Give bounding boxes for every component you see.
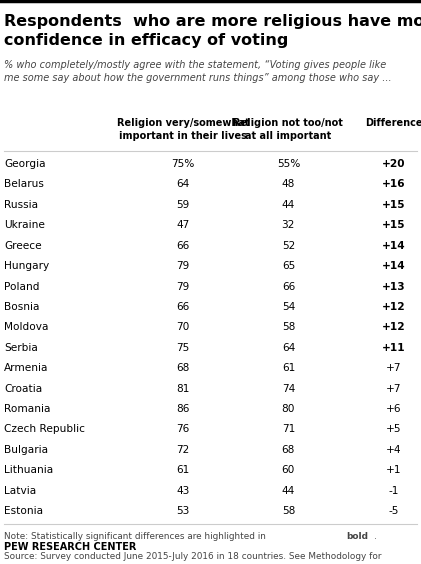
Text: +15: +15 <box>382 221 405 230</box>
Text: Croatia: Croatia <box>4 384 43 394</box>
Text: 76: 76 <box>176 425 190 434</box>
Text: Bulgaria: Bulgaria <box>4 445 48 455</box>
Text: 71: 71 <box>282 425 295 434</box>
Text: +12: +12 <box>382 323 405 332</box>
Text: Ukraine: Ukraine <box>4 221 45 230</box>
Text: 66: 66 <box>176 241 190 251</box>
Text: 53: 53 <box>176 506 190 516</box>
Text: PEW RESEARCH CENTER: PEW RESEARCH CENTER <box>4 541 136 552</box>
Text: +13: +13 <box>382 281 405 292</box>
Text: Serbia: Serbia <box>4 343 38 353</box>
Text: 58: 58 <box>282 506 295 516</box>
Text: +15: +15 <box>382 200 405 210</box>
Text: 44: 44 <box>282 200 295 210</box>
Text: 70: 70 <box>176 323 190 332</box>
Text: +6: +6 <box>386 404 401 414</box>
Text: Bosnia: Bosnia <box>4 302 40 312</box>
Text: Religion not too/not
at all important: Religion not too/not at all important <box>234 118 343 141</box>
Text: Respondents  who are more religious have more
confidence in efficacy of voting: Respondents who are more religious have … <box>4 14 421 48</box>
Text: 52: 52 <box>282 241 295 251</box>
Text: Romania: Romania <box>4 404 51 414</box>
Text: Georgia: Georgia <box>4 159 46 169</box>
Text: Belarus: Belarus <box>4 179 44 190</box>
Text: 43: 43 <box>176 486 190 496</box>
Text: -5: -5 <box>389 506 399 516</box>
Text: 61: 61 <box>282 363 295 373</box>
Text: Latvia: Latvia <box>4 486 37 496</box>
Text: 59: 59 <box>176 200 190 210</box>
Text: 44: 44 <box>282 486 295 496</box>
Text: % who completely/mostly agree with the statement, “Voting gives people like
me s: % who completely/mostly agree with the s… <box>4 60 392 83</box>
Text: Source: Survey conducted June 2015-July 2016 in 18 countries. See Methodology fo: Source: Survey conducted June 2015-July … <box>4 552 382 561</box>
Text: bold: bold <box>346 532 368 541</box>
Text: 61: 61 <box>176 465 190 475</box>
Text: Estonia: Estonia <box>4 506 43 516</box>
Text: +5: +5 <box>386 425 401 434</box>
Text: 75%: 75% <box>171 159 195 169</box>
Text: Czech Republic: Czech Republic <box>4 425 85 434</box>
Text: +14: +14 <box>382 241 405 251</box>
Text: Note: Statistically significant differences are highlighted in: Note: Statistically significant differen… <box>4 532 269 541</box>
Text: Lithuania: Lithuania <box>4 465 53 475</box>
Text: +20: +20 <box>382 159 405 169</box>
Text: +11: +11 <box>382 343 405 353</box>
Text: 64: 64 <box>282 343 295 353</box>
Text: 66: 66 <box>282 281 295 292</box>
Text: 72: 72 <box>176 445 190 455</box>
Text: 79: 79 <box>176 281 190 292</box>
Text: +7: +7 <box>386 363 401 373</box>
Text: -1: -1 <box>389 486 399 496</box>
Text: 68: 68 <box>176 363 190 373</box>
Text: 54: 54 <box>282 302 295 312</box>
Text: 66: 66 <box>176 302 190 312</box>
Text: Moldova: Moldova <box>4 323 49 332</box>
Text: +16: +16 <box>382 179 405 190</box>
Text: 47: 47 <box>176 221 190 230</box>
Text: Russia: Russia <box>4 200 38 210</box>
Text: +1: +1 <box>386 465 401 475</box>
Text: 55%: 55% <box>277 159 300 169</box>
Text: Difference: Difference <box>365 118 421 129</box>
Text: 60: 60 <box>282 465 295 475</box>
Text: 79: 79 <box>176 261 190 271</box>
Text: 65: 65 <box>282 261 295 271</box>
Text: 86: 86 <box>176 404 190 414</box>
Text: 48: 48 <box>282 179 295 190</box>
Text: +4: +4 <box>386 445 401 455</box>
Text: +14: +14 <box>382 261 405 271</box>
Text: Greece: Greece <box>4 241 42 251</box>
Text: .: . <box>374 532 377 541</box>
Text: Religion very/somewhat
important in their lives: Religion very/somewhat important in thei… <box>117 118 249 141</box>
Text: Poland: Poland <box>4 281 40 292</box>
Text: 74: 74 <box>282 384 295 394</box>
Text: Armenia: Armenia <box>4 363 49 373</box>
Text: 68: 68 <box>282 445 295 455</box>
Text: 58: 58 <box>282 323 295 332</box>
Text: +7: +7 <box>386 384 401 394</box>
Text: 80: 80 <box>282 404 295 414</box>
Text: 32: 32 <box>282 221 295 230</box>
Text: 64: 64 <box>176 179 190 190</box>
Text: Hungary: Hungary <box>4 261 49 271</box>
Text: 81: 81 <box>176 384 190 394</box>
Text: +12: +12 <box>382 302 405 312</box>
Text: 75: 75 <box>176 343 190 353</box>
